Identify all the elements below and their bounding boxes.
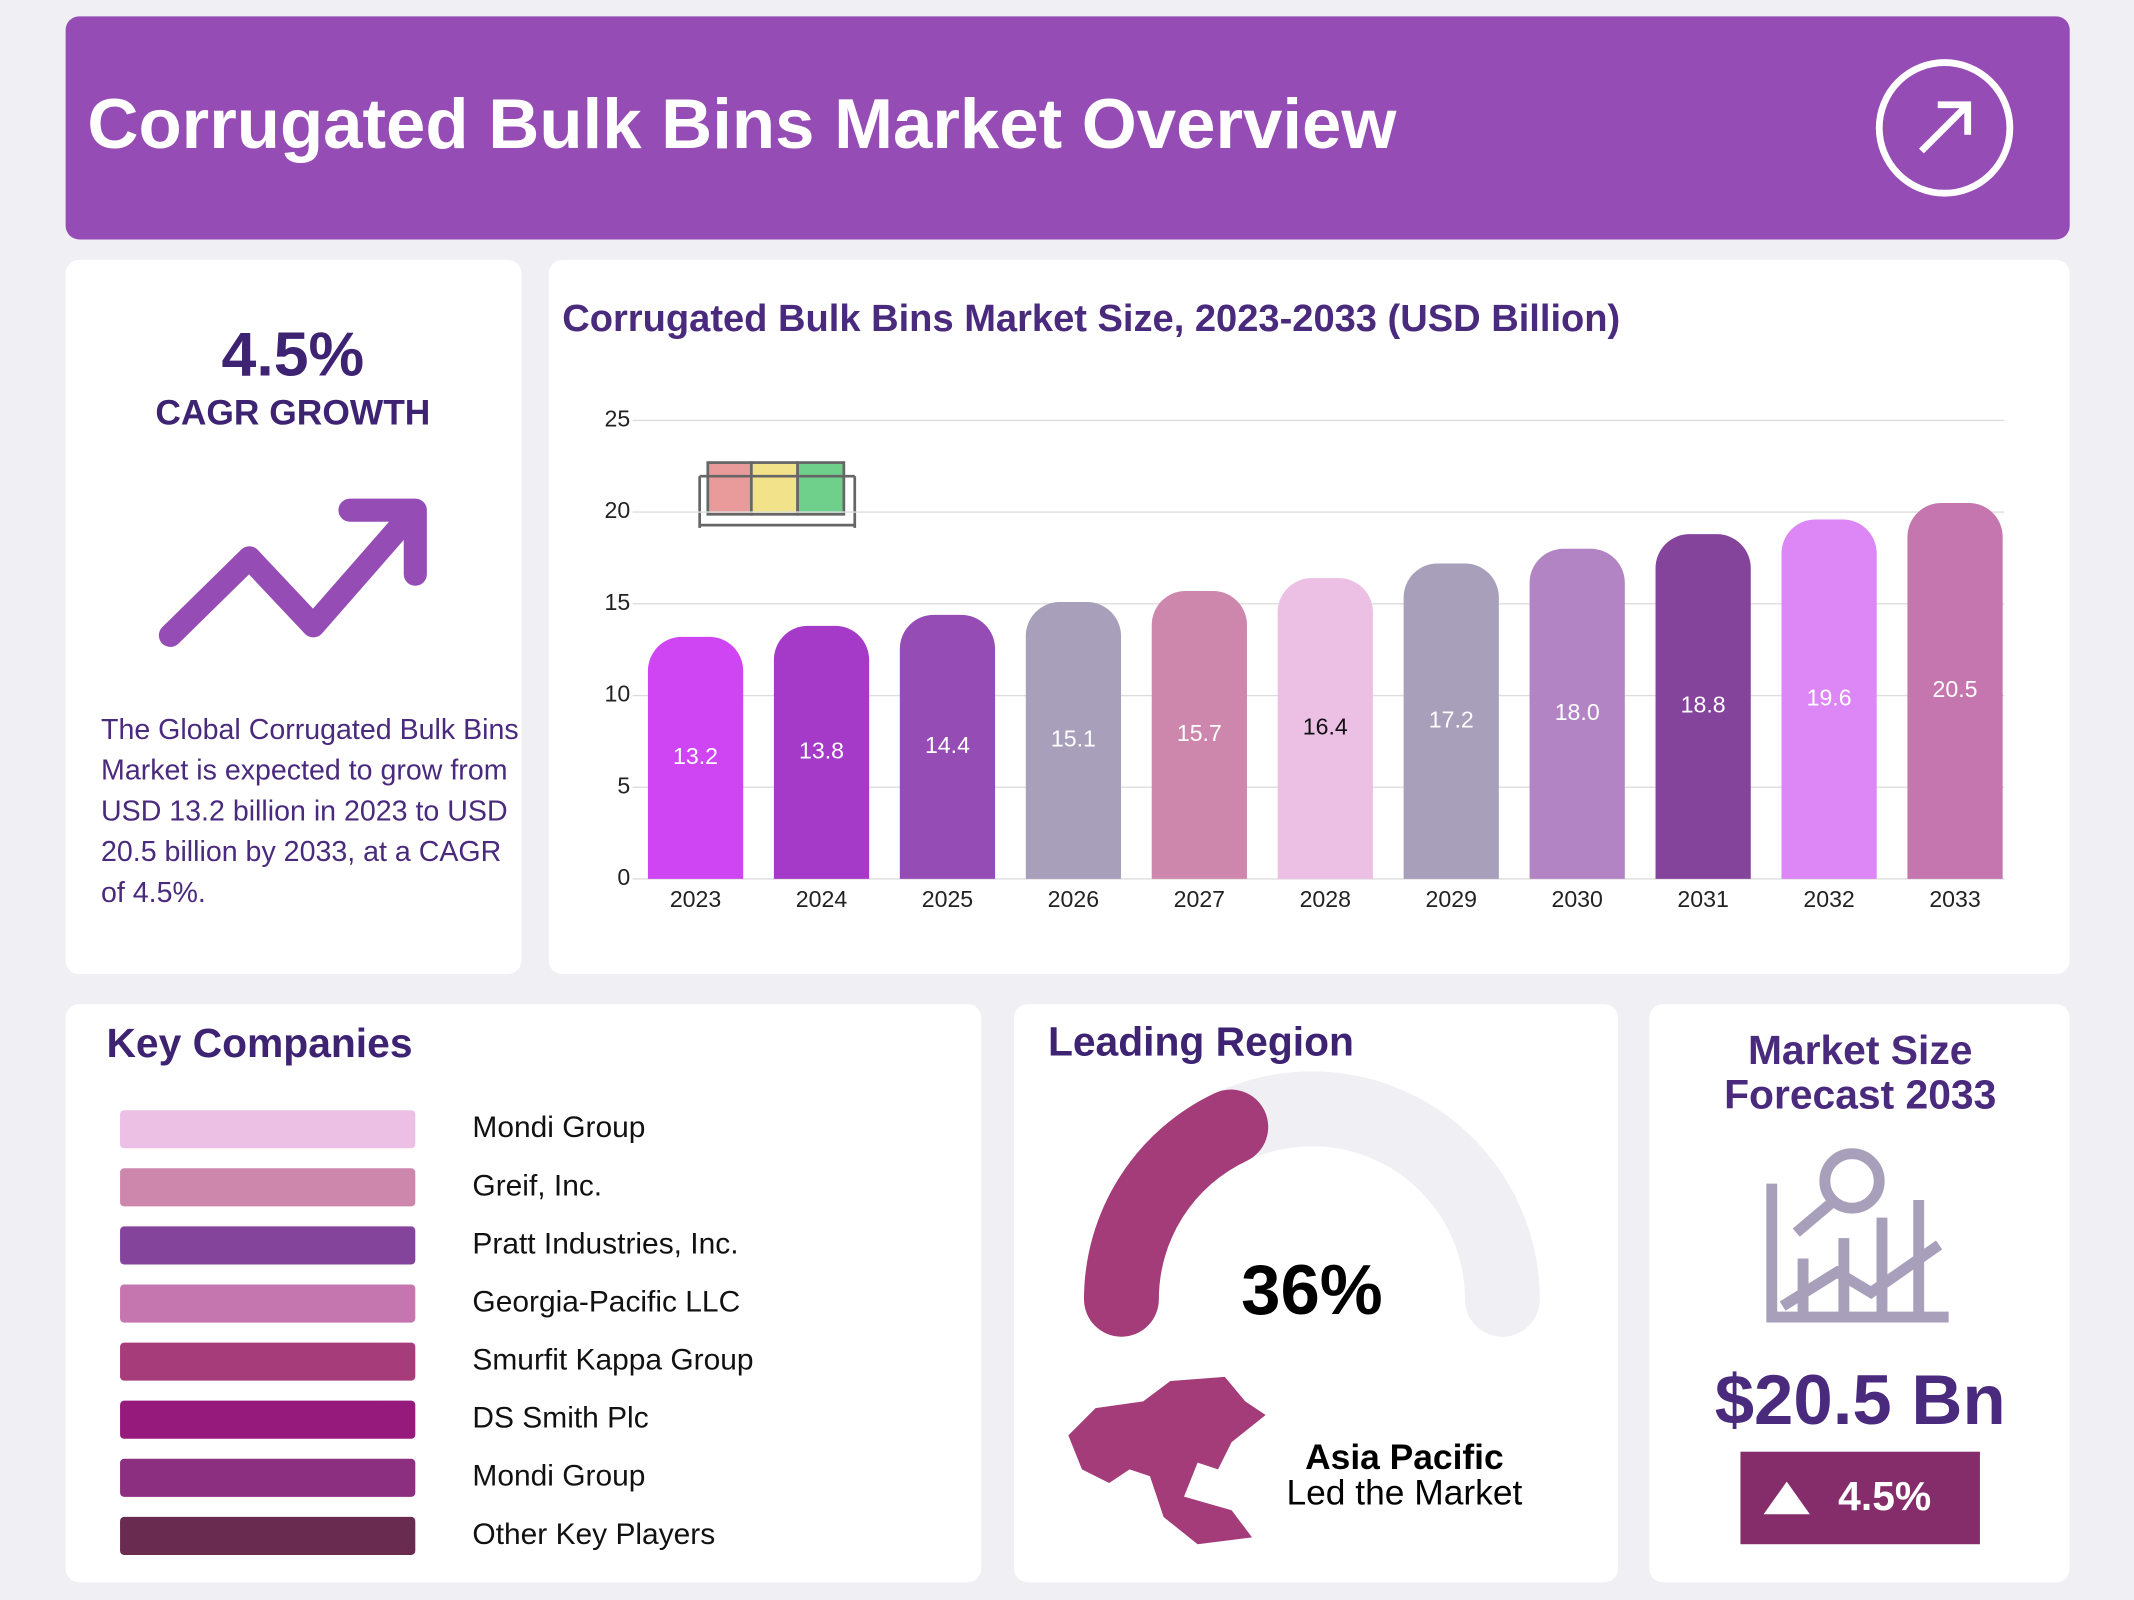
company-name: Greif, Inc. bbox=[472, 1169, 602, 1202]
y-tick-label: 20 bbox=[605, 497, 631, 523]
company-swatch bbox=[120, 1110, 416, 1149]
value-label: 17.2 bbox=[1429, 706, 1474, 732]
value-label: 18.8 bbox=[1681, 692, 1726, 718]
company-name: Mondi Group bbox=[472, 1111, 645, 1144]
x-tick-label: 2028 bbox=[1300, 886, 1351, 912]
bar bbox=[1529, 548, 1625, 879]
bar bbox=[1907, 502, 2003, 879]
bar bbox=[1781, 519, 1877, 879]
company-swatch bbox=[120, 1168, 416, 1207]
y-tick-label: 15 bbox=[605, 589, 631, 615]
x-tick-label: 2023 bbox=[670, 886, 721, 912]
x-tick-label: 2025 bbox=[922, 886, 973, 912]
company-swatch bbox=[120, 1516, 416, 1555]
value-label: 13.8 bbox=[799, 737, 844, 763]
bar bbox=[1403, 563, 1499, 879]
x-tick-label: 2030 bbox=[1551, 886, 1602, 912]
bar bbox=[647, 636, 744, 879]
bins-icon bbox=[698, 461, 857, 528]
company-name: Smurfit Kappa Group bbox=[472, 1344, 753, 1377]
y-tick-label: 10 bbox=[605, 681, 631, 707]
forecast-title: Forecast 2033 bbox=[1724, 1072, 1996, 1118]
company-swatch bbox=[120, 1342, 416, 1381]
bar bbox=[899, 614, 996, 879]
company-name: Georgia-Pacific LLC bbox=[472, 1285, 740, 1318]
y-tick-label: 25 bbox=[605, 406, 631, 432]
cagr-description: The Global Corrugated Bulk Bins Market i… bbox=[101, 714, 519, 909]
x-tick-label: 2032 bbox=[1803, 886, 1854, 912]
company-name: Other Key Players bbox=[472, 1518, 715, 1551]
trend-icon bbox=[158, 498, 427, 647]
company-name: Mondi Group bbox=[472, 1460, 645, 1493]
y-tick-label: 5 bbox=[617, 772, 630, 798]
company-swatch bbox=[120, 1400, 416, 1439]
header-icon bbox=[1875, 59, 2014, 197]
value-label: 18.0 bbox=[1555, 699, 1600, 725]
forecast-icon bbox=[1766, 1148, 1949, 1323]
value-label: 20.5 bbox=[1933, 676, 1978, 702]
growth-arrow bbox=[1763, 1481, 1810, 1515]
gauge bbox=[1084, 1071, 1540, 1337]
region-name: Asia Pacific bbox=[1305, 1438, 1504, 1477]
y-tick-label: 0 bbox=[617, 864, 630, 890]
page-title: Corrugated Bulk Bins Market Overview bbox=[87, 84, 1397, 163]
x-tick-label: 2029 bbox=[1426, 886, 1477, 912]
bar-chart: 051015202513.2202313.8202414.4202515.120… bbox=[605, 406, 2005, 912]
cagr-value: 4.5% bbox=[222, 320, 365, 390]
x-tick-label: 2027 bbox=[1174, 886, 1225, 912]
bar bbox=[1151, 590, 1247, 879]
growth-value: 4.5% bbox=[1838, 1473, 1931, 1519]
company-swatch bbox=[120, 1226, 416, 1265]
cagr-label: CAGR GROWTH bbox=[155, 393, 430, 432]
forecast-panel bbox=[1649, 1004, 2070, 1583]
bar bbox=[1655, 534, 1751, 879]
company-swatch bbox=[120, 1458, 416, 1497]
gauge-fill bbox=[1084, 1089, 1269, 1337]
forecast-value: $20.5 Bn bbox=[1715, 1360, 2006, 1439]
value-label: 13.2 bbox=[673, 743, 718, 769]
x-tick-label: 2026 bbox=[1048, 886, 1099, 912]
forecast-title: Market Size bbox=[1748, 1027, 1972, 1073]
region-note: Led the Market bbox=[1286, 1474, 1522, 1513]
region-share: 36% bbox=[1241, 1250, 1383, 1329]
value-label: 15.1 bbox=[1051, 726, 1096, 752]
bar bbox=[773, 625, 870, 879]
header-bar bbox=[65, 16, 2070, 240]
cagr-description-box: The Global Corrugated Bulk Bins Market i… bbox=[101, 714, 519, 909]
company-swatch bbox=[120, 1284, 416, 1323]
x-tick-label: 2031 bbox=[1677, 886, 1728, 912]
bar bbox=[1277, 578, 1373, 879]
chart-title: Corrugated Bulk Bins Market Size, 2023-2… bbox=[562, 298, 1620, 340]
bar bbox=[1025, 601, 1122, 879]
region-map bbox=[1068, 1376, 1266, 1545]
value-label: 19.6 bbox=[1807, 684, 1852, 710]
value-label: 15.7 bbox=[1177, 720, 1222, 746]
value-label: 16.4 bbox=[1303, 714, 1348, 740]
companies-title: Key Companies bbox=[106, 1020, 412, 1066]
company-name: Pratt Industries, Inc. bbox=[472, 1227, 738, 1260]
region-title: Leading Region bbox=[1048, 1019, 1354, 1065]
company-name: DS Smith Plc bbox=[472, 1402, 648, 1435]
companies-list: Mondi Group Greif, Inc. Pratt Industries, … bbox=[120, 1110, 754, 1555]
value-label: 14.4 bbox=[925, 732, 970, 758]
x-tick-label: 2033 bbox=[1929, 886, 1980, 912]
x-tick-label: 2024 bbox=[796, 886, 848, 912]
